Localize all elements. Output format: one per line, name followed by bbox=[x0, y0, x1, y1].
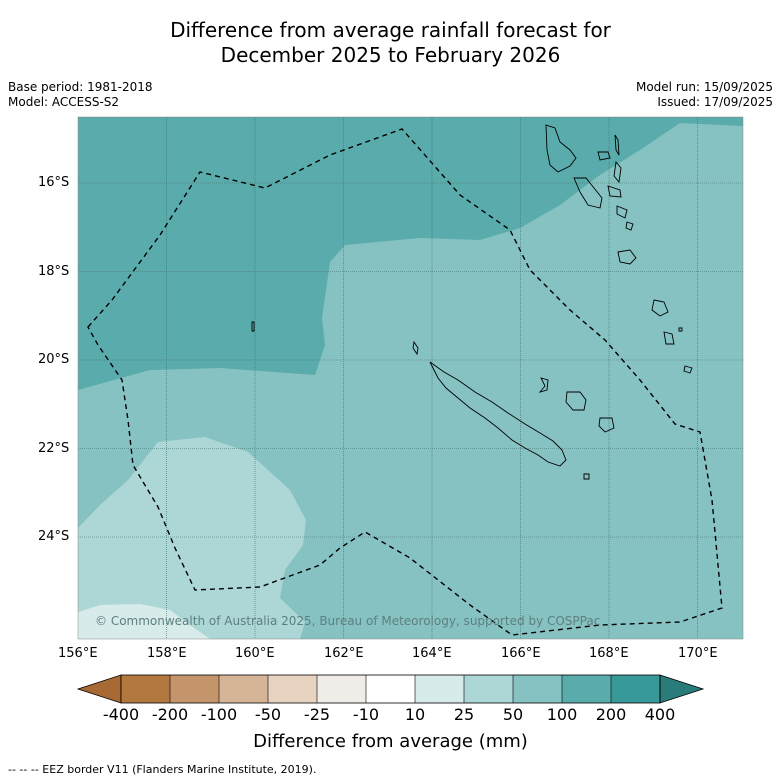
island-small-west-1 bbox=[251, 321, 255, 332]
colorbar-label: -400 bbox=[102, 705, 140, 724]
lat-label-20s: 20°S bbox=[38, 352, 70, 367]
colorbar-label: 100 bbox=[546, 705, 578, 724]
lat-label-18s: 18°S bbox=[38, 264, 70, 279]
colorbar-title: Difference from average (mm) bbox=[253, 731, 528, 752]
island-mare bbox=[598, 417, 615, 433]
colorbar-bin-6 bbox=[366, 675, 415, 703]
colorbar-bin-7 bbox=[415, 675, 464, 703]
title-line-2: December 2025 to February 2026 bbox=[220, 43, 561, 67]
colorbar-bin-8 bbox=[464, 675, 513, 703]
colorbar-label: -10 bbox=[352, 705, 380, 724]
lon-label-160e: 160°E bbox=[235, 646, 275, 661]
island-walpole bbox=[583, 473, 590, 480]
colorbar-label: -50 bbox=[254, 705, 282, 724]
lon-label-164e: 164°E bbox=[412, 646, 452, 661]
vanuatu-islands bbox=[545, 124, 693, 374]
colorbar-bin-2 bbox=[170, 675, 219, 703]
copyright-notice: © Commonwealth of Australia 2025, Bureau… bbox=[95, 614, 601, 628]
region-25-50 bbox=[78, 437, 306, 639]
model-name: Model: ACCESS-S2 bbox=[8, 95, 120, 109]
colorbar-bin-5 bbox=[317, 675, 366, 703]
colorbar-extend-low bbox=[76, 674, 122, 704]
lat-label-22s: 22°S bbox=[38, 441, 70, 456]
model-run: Model run: 15/09/2025 bbox=[635, 80, 773, 94]
gridlines bbox=[78, 117, 743, 639]
meta-right: Model run: 15/09/2025 Issued: 17/09/2025 bbox=[636, 80, 773, 110]
title-line-1: Difference from average rainfall forecas… bbox=[170, 18, 611, 42]
eez-border bbox=[87, 128, 723, 636]
colorbar bbox=[76, 674, 705, 704]
chart-title: Difference from average rainfall forecas… bbox=[0, 18, 781, 68]
map-area bbox=[78, 117, 743, 639]
colorbar-bin-9 bbox=[513, 675, 562, 703]
meta-left: Base period: 1981-2018 Model: ACCESS-S2 bbox=[8, 80, 153, 110]
lat-label-16s: 16°S bbox=[38, 175, 70, 190]
map-frame bbox=[77, 116, 744, 640]
colorbar-bin-3 bbox=[219, 675, 268, 703]
colorbar-label: 200 bbox=[595, 705, 627, 724]
colorbar-frame bbox=[120, 674, 661, 704]
lon-label-156e: 156°E bbox=[58, 646, 98, 661]
region-10-25 bbox=[78, 604, 210, 639]
lon-label-158e: 158°E bbox=[147, 646, 187, 661]
colorbar-label: 50 bbox=[502, 705, 524, 724]
lon-label-166e: 166°E bbox=[501, 646, 541, 661]
lon-label-162e: 162°E bbox=[324, 646, 364, 661]
colorbar-label: -100 bbox=[200, 705, 238, 724]
colorbar-label: 25 bbox=[453, 705, 475, 724]
colorbar-extend-high bbox=[659, 674, 705, 704]
colorbar-bin-1 bbox=[121, 675, 170, 703]
colorbar-bin-11 bbox=[611, 675, 660, 703]
issued-date: Issued: 17/09/2025 bbox=[657, 95, 773, 109]
island-lifou bbox=[565, 391, 587, 411]
colorbar-label: -25 bbox=[303, 705, 331, 724]
colorbar-bin-10 bbox=[562, 675, 611, 703]
colorbar-label: 10 bbox=[404, 705, 426, 724]
island-belep bbox=[412, 340, 419, 356]
island-ouvea bbox=[538, 377, 549, 393]
base-period: Base period: 1981-2018 bbox=[8, 80, 153, 94]
colorbar-label: 400 bbox=[644, 705, 676, 724]
lon-label-170e: 170°E bbox=[678, 646, 718, 661]
colorbar-label: -200 bbox=[151, 705, 189, 724]
lat-label-24s: 24°S bbox=[38, 529, 70, 544]
island-grande-terre bbox=[429, 361, 567, 467]
lon-label-168e: 168°E bbox=[589, 646, 629, 661]
eez-footnote: -- -- -- EEZ border V11 (Flanders Marine… bbox=[8, 763, 317, 776]
colorbar-bin-4 bbox=[268, 675, 317, 703]
